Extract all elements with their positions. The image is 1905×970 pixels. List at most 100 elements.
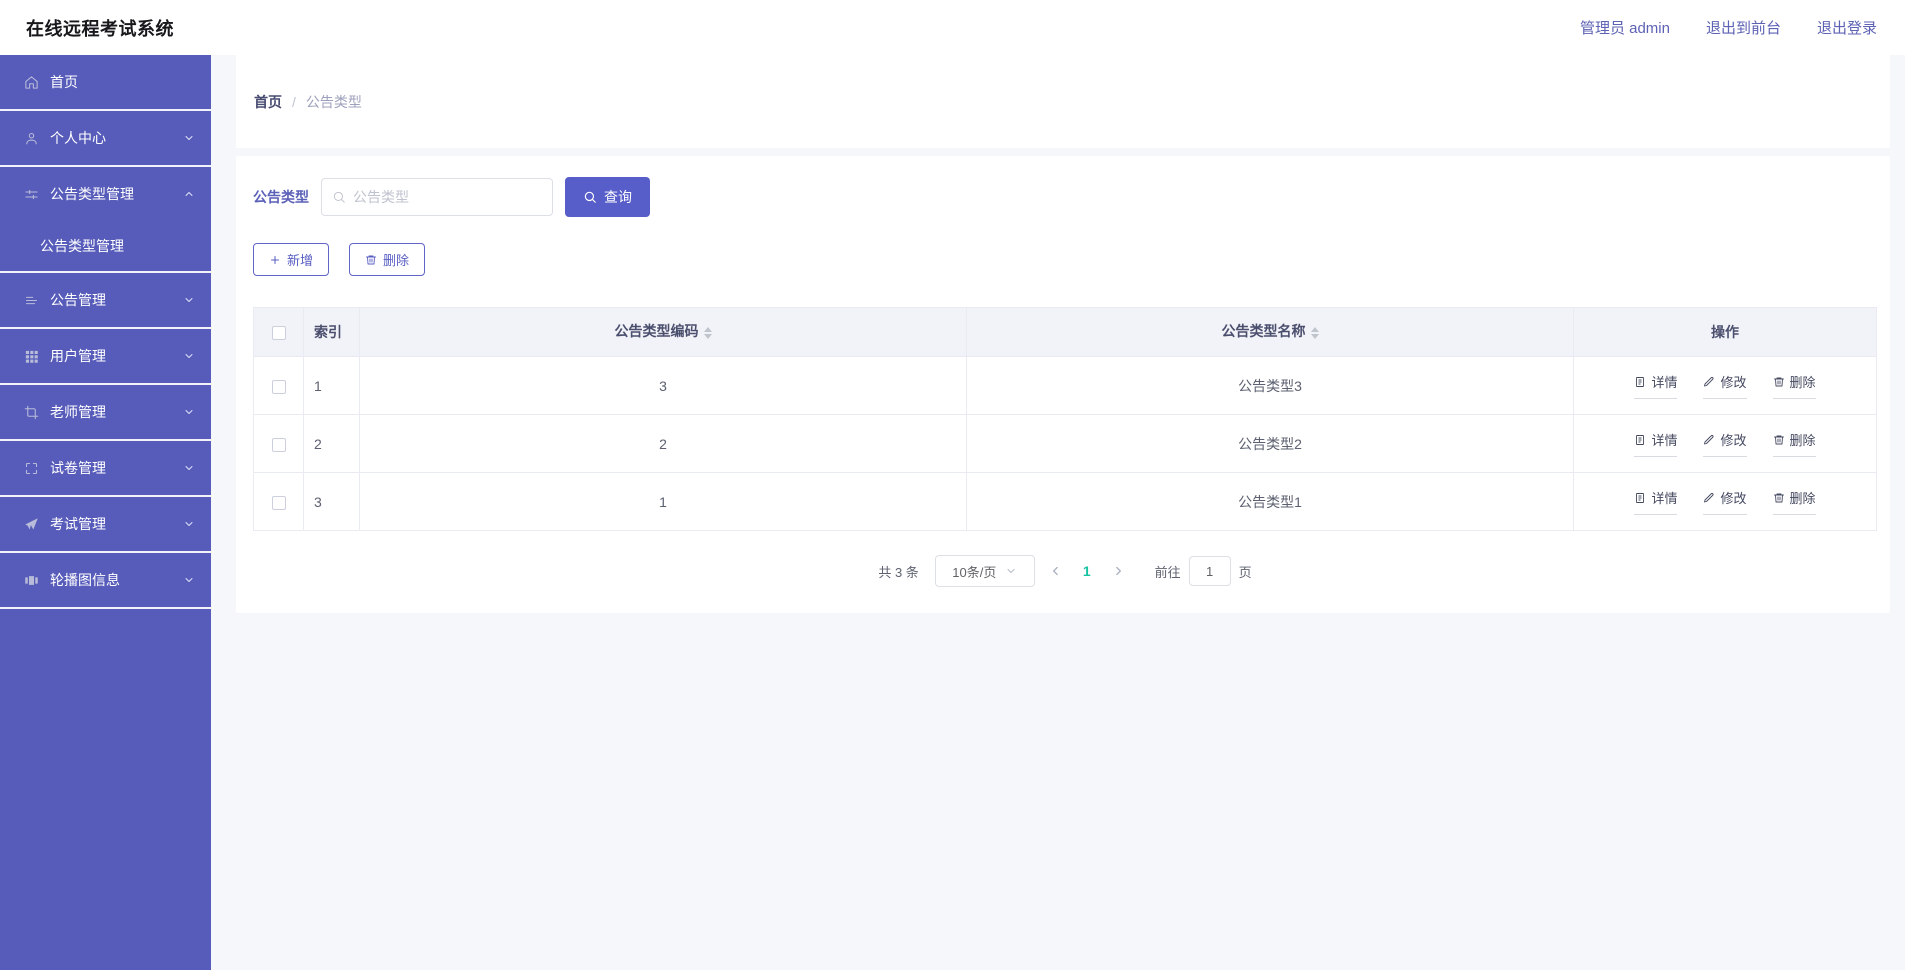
carousel-icon	[25, 575, 38, 585]
breadcrumb-current: 公告类型	[305, 93, 362, 110]
row-checkbox[interactable]	[271, 379, 286, 394]
edit-action-button[interactable]: 修改	[1702, 372, 1747, 399]
sidebar-subitem-announcement-type-mgmt[interactable]: 公告类型管理	[0, 221, 211, 271]
page-number-1[interactable]: 1	[1082, 563, 1091, 579]
chevron-down-icon	[185, 354, 193, 358]
sidebar-item-label: 公告管理	[50, 292, 106, 308]
document-icon	[1636, 434, 1645, 445]
main-content: 首页 / 公告类型 公告类型 查询 新增 删除	[211, 55, 1905, 970]
chevron-left-icon	[1052, 566, 1058, 576]
sidebar-item-personal-center[interactable]: 个人中心	[0, 111, 211, 165]
chevron-right-icon	[1115, 566, 1121, 576]
table-row: 3 1 公告类型1 详情 修改 删除	[253, 472, 1877, 531]
chevron-down-icon	[185, 136, 193, 140]
toolbar: 新增 删除	[253, 243, 1877, 276]
delete-button-label: 删除	[383, 253, 410, 268]
add-button[interactable]: 新增	[253, 243, 330, 276]
sort-caret-icon[interactable]	[1310, 323, 1319, 343]
user-icon	[26, 132, 37, 144]
search-label: 公告类型	[253, 189, 309, 205]
row-select-cell	[253, 472, 304, 531]
edit-action-button[interactable]: 修改	[1702, 430, 1747, 457]
row-index-cell: 2	[303, 414, 360, 473]
send-icon	[25, 517, 38, 529]
logout-link[interactable]: 退出登录	[1816, 20, 1877, 37]
sidebar-item-exam-paper-mgmt[interactable]: 试卷管理	[0, 441, 211, 495]
sidebar-item-label: 老师管理	[50, 404, 106, 420]
column-header-index: 索引	[303, 307, 360, 357]
row-index-cell: 1	[303, 356, 360, 415]
sidebar-item-exam-mgmt[interactable]: 考试管理	[0, 497, 211, 551]
edit-action-button[interactable]: 修改	[1702, 488, 1747, 515]
app-title: 在线远程考试系统	[26, 18, 174, 39]
next-page-button[interactable]	[1105, 560, 1131, 582]
sidebar-item-label: 公告类型管理	[50, 186, 134, 202]
detail-action-button[interactable]: 详情	[1633, 372, 1678, 399]
sidebar: 首页 个人中心 公告类型管理 公告类型管理 公告管理 用户管理	[0, 55, 211, 970]
home-icon	[25, 75, 38, 89]
top-header: 在线远程考试系统 管理员 admin 退出到前台 退出登录	[0, 0, 1905, 55]
sidebar-item-announcement-type-mgmt[interactable]: 公告类型管理	[0, 167, 211, 221]
row-checkbox[interactable]	[271, 495, 286, 510]
sidebar-item-user-mgmt[interactable]: 用户管理	[0, 329, 211, 383]
select-all-cell	[253, 307, 304, 357]
row-name-cell: 公告类型1	[966, 472, 1574, 531]
sidebar-item-label: 试卷管理	[50, 460, 106, 476]
sidebar-subitem-label: 公告类型管理	[40, 238, 124, 254]
scan-icon	[25, 462, 38, 474]
admin-user-link[interactable]: 管理员 admin	[1579, 20, 1670, 37]
delete-action-button[interactable]: 删除	[1772, 372, 1817, 399]
sidebar-item-label: 用户管理	[50, 348, 106, 364]
chevron-down-icon	[185, 578, 193, 582]
breadcrumb-separator: /	[292, 93, 296, 110]
chevron-down-icon	[1007, 569, 1015, 573]
column-header-label: 公告类型名称	[1221, 323, 1306, 340]
crop-icon	[24, 405, 39, 419]
delete-action-button[interactable]: 删除	[1772, 430, 1817, 457]
header-links: 管理员 admin 退出到前台 退出登录	[1580, 17, 1877, 38]
chevron-down-icon	[185, 410, 193, 414]
goto-page-input[interactable]	[1188, 556, 1231, 586]
chevron-down-icon	[185, 298, 193, 302]
exit-to-frontend-link[interactable]: 退出到前台	[1705, 20, 1781, 37]
pen-icon	[1704, 434, 1714, 444]
row-select-cell	[253, 356, 304, 415]
search-input[interactable]	[353, 189, 542, 205]
row-actions-cell: 详情 修改 删除	[1573, 356, 1877, 415]
column-header-label: 操作	[1711, 324, 1739, 340]
add-button-label: 新增	[287, 253, 314, 268]
row-checkbox[interactable]	[271, 437, 286, 452]
delete-action-button[interactable]: 删除	[1772, 488, 1817, 515]
table-row: 2 2 公告类型2 详情 修改 删除	[253, 414, 1877, 473]
column-header-name[interactable]: 公告类型名称	[966, 307, 1574, 357]
search-icon	[584, 191, 596, 203]
select-all-checkbox[interactable]	[271, 326, 286, 341]
column-header-code[interactable]: 公告类型编码	[359, 307, 967, 357]
sidebar-item-announcement-mgmt[interactable]: 公告管理	[0, 273, 211, 327]
page-size-select[interactable]: 10条/页	[934, 555, 1035, 587]
breadcrumb: 首页 / 公告类型	[254, 92, 362, 112]
breadcrumb-home[interactable]: 首页	[254, 93, 282, 110]
sidebar-item-teacher-mgmt[interactable]: 老师管理	[0, 385, 211, 439]
search-input-wrap	[321, 178, 553, 216]
row-code-cell: 1	[359, 472, 967, 531]
prev-page-button[interactable]	[1043, 560, 1069, 582]
table-header-row: 索引 公告类型编码 公告类型名称 操作	[253, 307, 1877, 357]
sidebar-item-home[interactable]: 首页	[0, 55, 211, 109]
trash-icon	[1773, 493, 1784, 502]
goto-label: 前往	[1154, 564, 1181, 580]
row-code-cell: 2	[359, 414, 967, 473]
row-name-cell: 公告类型3	[966, 356, 1574, 415]
detail-action-button[interactable]: 详情	[1633, 430, 1678, 457]
query-button[interactable]: 查询	[565, 177, 650, 217]
detail-action-button[interactable]: 详情	[1633, 488, 1678, 515]
sort-caret-icon[interactable]	[703, 323, 712, 343]
row-code-cell: 3	[359, 356, 967, 415]
pagination-total: 共 3 条	[878, 564, 919, 580]
list-icon	[25, 296, 38, 304]
trash-icon	[1773, 435, 1784, 444]
sidebar-item-carousel-info[interactable]: 轮播图信息	[0, 553, 211, 607]
row-actions-cell: 详情 修改 删除	[1573, 472, 1877, 531]
pen-icon	[1704, 492, 1714, 502]
delete-button[interactable]: 删除	[349, 243, 426, 276]
